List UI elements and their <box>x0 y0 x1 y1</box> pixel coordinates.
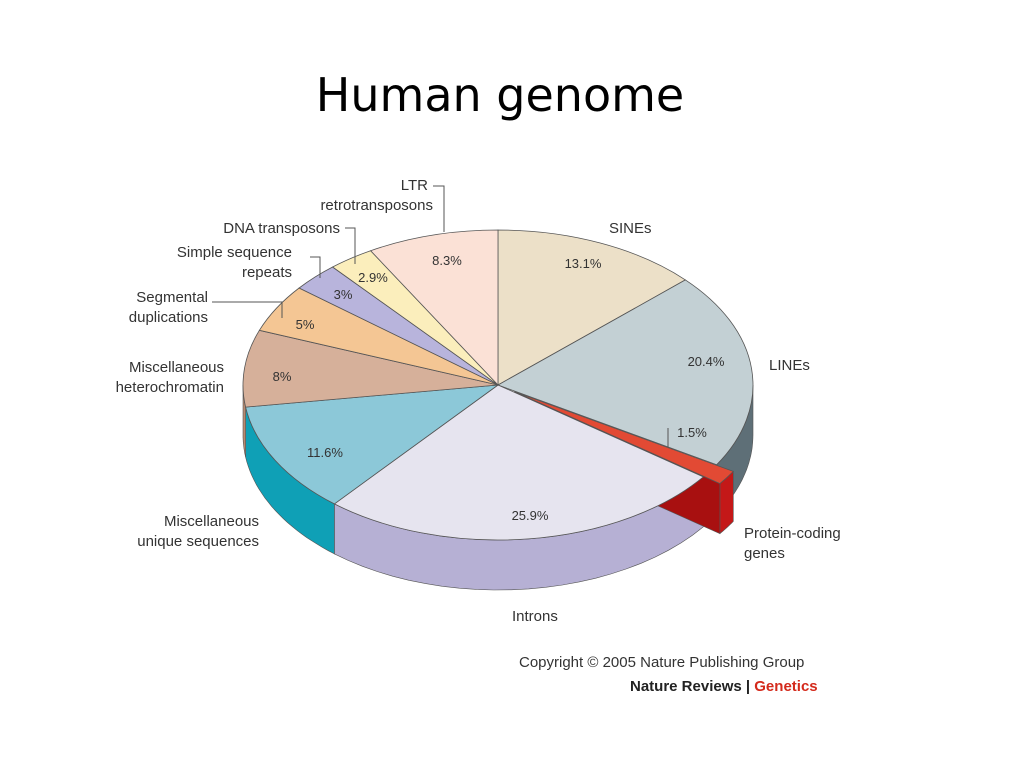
percent-label-0: 13.1% <box>565 256 602 271</box>
leader-segdup <box>212 301 283 318</box>
leader-ltr <box>433 185 445 232</box>
journal-name: Genetics <box>754 678 818 695</box>
copyright-text: Copyright © 2005 Nature Publishing Group <box>519 654 805 671</box>
label-dna: DNA transposons <box>223 220 340 237</box>
pie-tops-group <box>242 229 754 541</box>
label-lines: LINEs <box>769 357 810 374</box>
label-unique-2: unique sequences <box>137 533 259 550</box>
label-hetero-1: Miscellaneous <box>129 359 224 376</box>
label-protein-2: genes <box>744 545 785 562</box>
label-unique-1: Miscellaneous <box>164 513 259 530</box>
slice-ltr-retrotransposons <box>369 229 499 387</box>
label-segdup-2: duplications <box>129 309 208 326</box>
leader-ssr <box>310 256 321 278</box>
percent-label-7: 3% <box>334 287 353 302</box>
slice-miscellaneous-unique-sequences <box>245 384 500 505</box>
slice-sines <box>497 229 687 386</box>
percent-label-9: 8.3% <box>432 253 462 268</box>
label-segdup-1: Segmental <box>136 289 208 306</box>
label-sines: SINEs <box>609 220 652 237</box>
slice-protein-coding-genes <box>514 391 735 485</box>
percent-label-1: 20.4% <box>688 354 725 369</box>
journal-separator: | <box>745 678 751 695</box>
percent-label-6: 5% <box>296 317 315 332</box>
label-ltr-1: LTR <box>401 177 428 194</box>
label-ssr-2: repeats <box>242 264 292 281</box>
label-protein-1: Protein-coding <box>744 525 841 542</box>
label-hetero-2: heterochromatin <box>116 379 224 396</box>
slide-title: Human genome <box>315 68 685 122</box>
percent-label-5: 8% <box>273 369 292 384</box>
slice-introns <box>333 384 705 541</box>
label-ltr-2: retrotransposons <box>320 197 433 214</box>
external-labels-group: SINEs LINEs Protein-coding genes Introns… <box>116 177 841 625</box>
label-introns: Introns <box>512 608 558 625</box>
percent-label-4: 11.6% <box>307 445 343 460</box>
percent-label-3: 25.9% <box>512 508 549 523</box>
percent-label-2: 1.5% <box>677 425 707 440</box>
leader-dna <box>345 227 356 264</box>
percent-label-8: 2.9% <box>358 270 388 285</box>
leader-lines-group <box>212 185 669 447</box>
journal-prefix: Nature Reviews <box>630 678 742 695</box>
slice-lines <box>497 279 754 466</box>
publisher-credit: Nature Reviews | Genetics <box>630 678 818 695</box>
percent-labels-group: 13.1% 20.4% 1.5% 25.9% 11.6% 8% 5% 3% 2.9% 8.3% <box>273 253 725 523</box>
label-ssr-1: Simple sequence <box>177 244 292 261</box>
slice-miscellaneous-heterochromatin <box>242 329 499 408</box>
